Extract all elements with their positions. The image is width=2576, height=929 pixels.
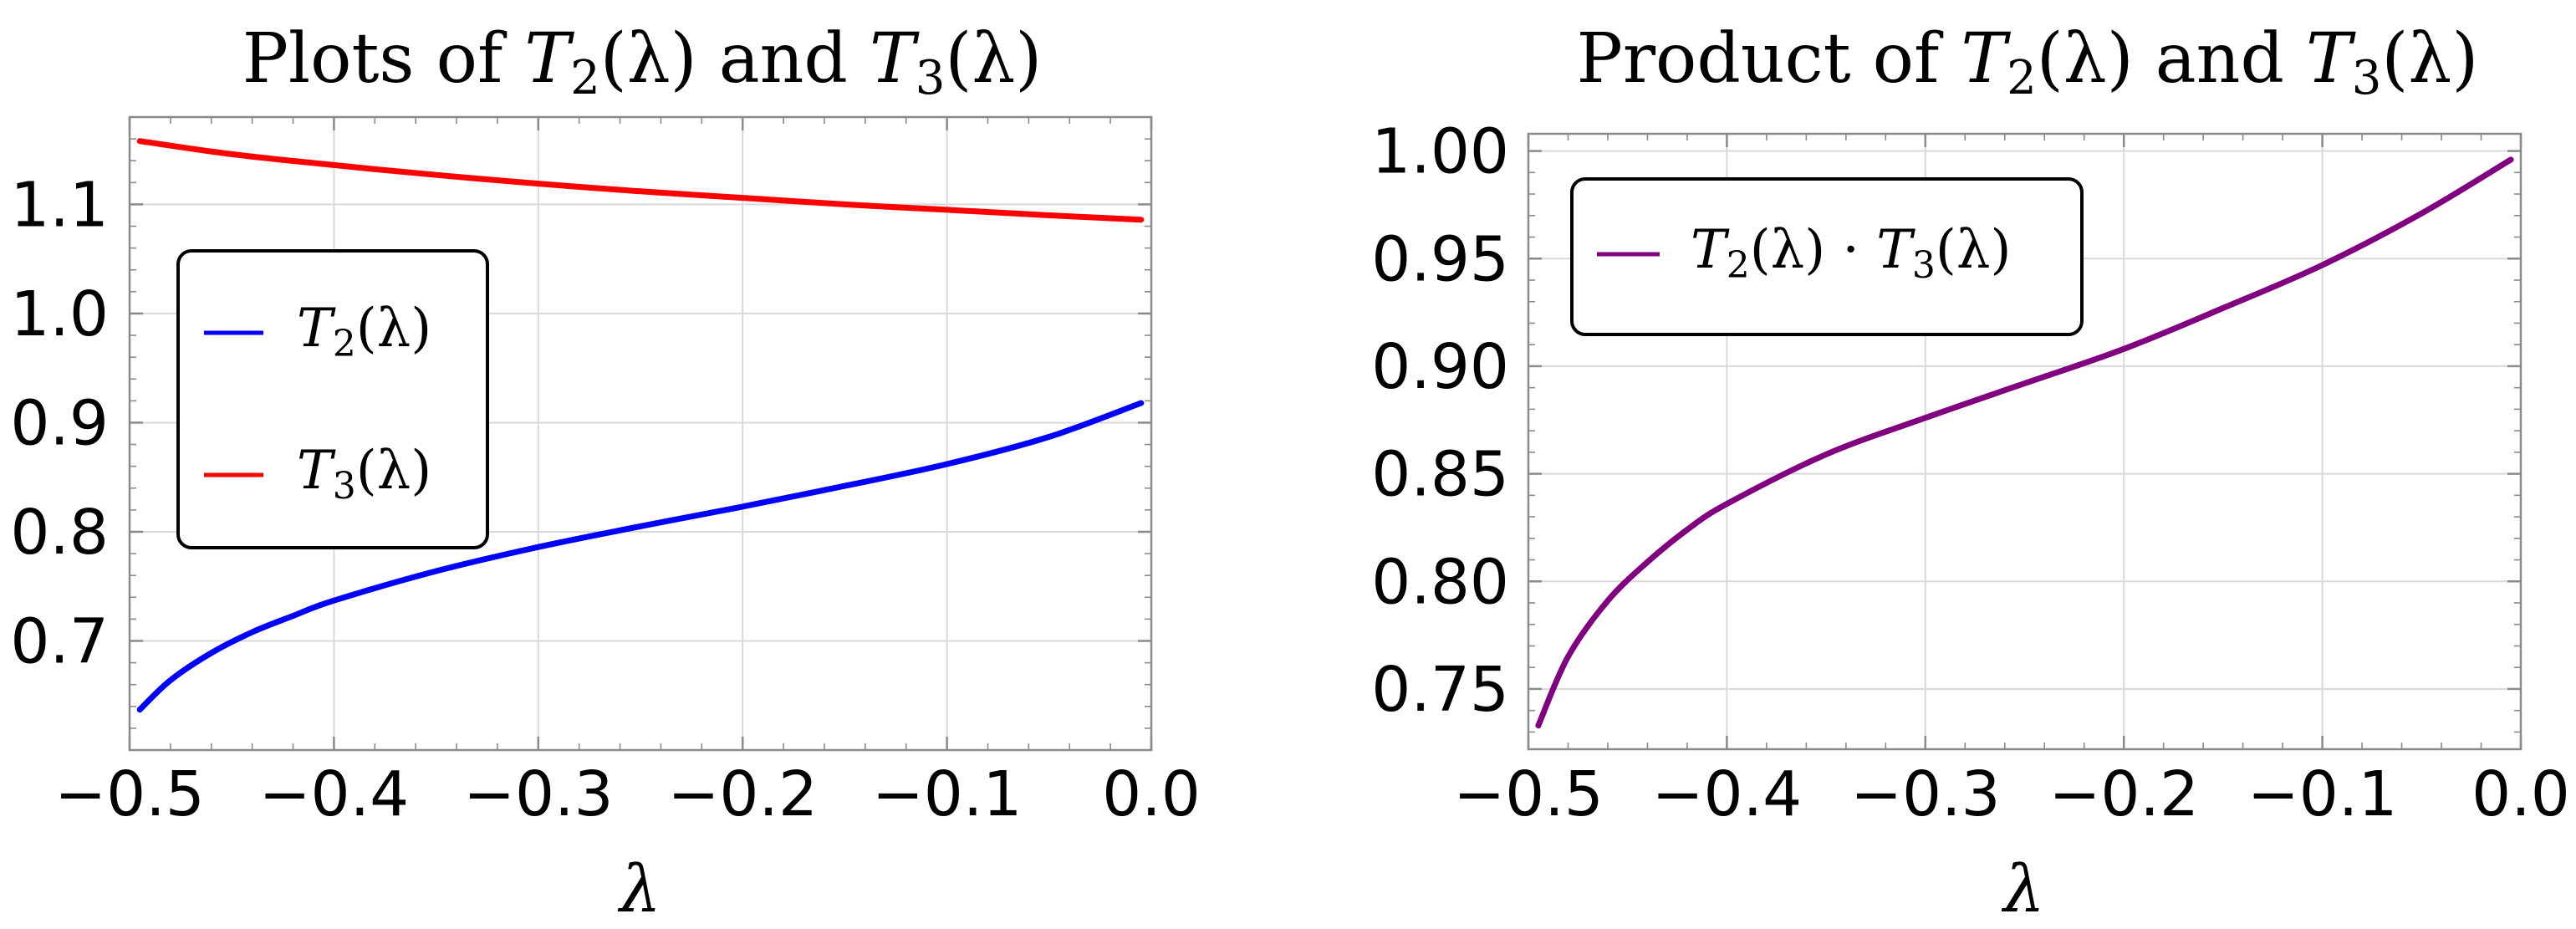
chart-right-x-tick-label: 0.0 <box>2471 758 2570 830</box>
chart-right-x-tick-label: −0.5 <box>1453 758 1604 830</box>
chart-right-x-tick-label: −0.1 <box>2247 758 2398 830</box>
chart-left: Plots of T2(λ) and T3(λ) −0.5 −0.4 −0.3 −0.… <box>10 19 1201 927</box>
chart-right-x-axis-label: λ <box>2001 852 2044 927</box>
chart-left-series-line-1 <box>136 138 1145 223</box>
chart-left-x-axis-label: λ <box>617 852 661 927</box>
chart-right-y-tick-label: 0.90 <box>1371 331 1509 403</box>
chart-right: Product of T2(λ) and T3(λ) −0.5 −0.4 −0.3−… <box>1371 19 2570 927</box>
chart-right-y-tick-label: 0.75 <box>1371 654 1509 726</box>
chart-left-y-tick-label: 1.0 <box>10 278 109 350</box>
chart-left-y-tick-label: 0.8 <box>10 497 109 569</box>
chart-right-y-tick-label: 0.95 <box>1371 223 1509 295</box>
chart-left-title: Plots of T2(λ) and T3(λ) <box>242 19 1043 105</box>
chart-right-legend: T2(λ) · T3(λ) <box>1570 177 2084 336</box>
chart-right-x-tick-label: −0.4 <box>1652 758 1803 830</box>
chart-left-legend-label-t3: T3(λ) <box>297 440 431 508</box>
chart-left-plot-frame <box>128 115 1153 752</box>
chart-left-x-tick-label: −0.2 <box>667 758 818 830</box>
chart-right-series-line-0 <box>1535 156 2514 729</box>
chart-left-x-tick-label: 0.0 <box>1102 758 1201 830</box>
chart-left-x-tick-label: −0.4 <box>259 758 410 830</box>
chart-right-y-tick-label: 0.85 <box>1371 439 1509 511</box>
chart-right-y-tick-label: 0.80 <box>1371 546 1509 618</box>
chart-right-plot-frame <box>1527 132 2522 751</box>
chart-left-y-tick-label: 1.1 <box>10 169 109 241</box>
chart-left-y-tick-label: 0.9 <box>10 387 109 459</box>
chart-right-y-tick-label: 1.00 <box>1371 116 1509 188</box>
chart-left-y-tick-label: 0.7 <box>10 605 109 677</box>
chart-right-legend-box <box>1570 177 2084 336</box>
chart-left-x-tick-label: −0.3 <box>463 758 614 830</box>
chart-left-legend-label-t2: T2(λ) <box>297 298 431 365</box>
chart-right-legend-label-product: T2(λ) · T3(λ) <box>1691 219 2011 287</box>
chart-left-x-tick-label: −0.5 <box>54 758 205 830</box>
chart-right-title: Product of T2(λ) and T3(λ) <box>1577 19 2479 105</box>
chart-right-x-tick-label: −0.3 <box>1850 758 2001 830</box>
chart-left-x-tick-label: −0.1 <box>872 758 1023 830</box>
chart-left-legend: T2(λ) T3(λ) <box>176 249 489 549</box>
chart-right-x-tick-label: −0.2 <box>2048 758 2199 830</box>
chart-left-series-line-0 <box>136 400 1145 713</box>
